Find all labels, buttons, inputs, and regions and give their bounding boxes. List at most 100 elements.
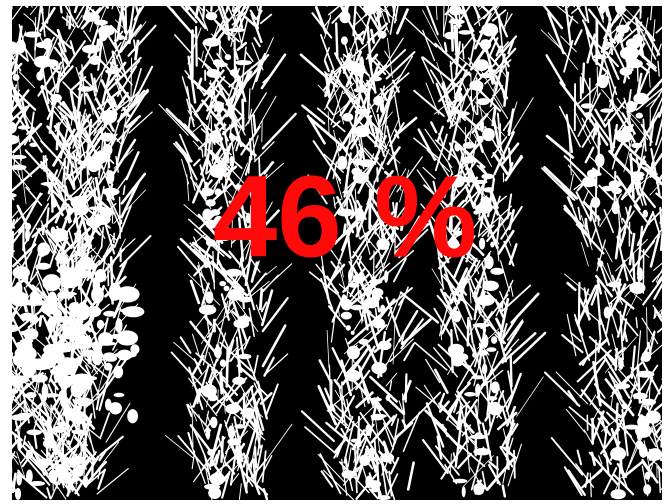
plant-stroke	[390, 202, 398, 243]
plant-stroke	[601, 185, 614, 192]
plant-stroke	[70, 477, 79, 482]
plant-stroke	[354, 108, 371, 115]
plant-stroke	[109, 402, 122, 415]
plant-stroke	[233, 296, 259, 333]
plant-stroke	[592, 408, 600, 421]
plant-stroke	[396, 156, 423, 193]
plant-stroke	[395, 233, 410, 249]
plant-stroke	[225, 77, 242, 118]
plant-stroke	[317, 454, 346, 484]
plant-stroke	[616, 97, 625, 109]
plant-stroke	[642, 17, 649, 46]
plant-stroke	[656, 323, 667, 334]
plant-stroke	[29, 481, 46, 486]
plant-stroke	[594, 0, 605, 23]
plant-stroke	[216, 82, 238, 124]
plant-stroke	[115, 260, 128, 284]
plant-stroke	[220, 293, 230, 321]
plant-stroke	[615, 0, 626, 15]
plant-stroke	[378, 340, 392, 351]
plant-stroke	[403, 15, 437, 48]
plant-stroke	[541, 167, 575, 201]
plant-stroke	[88, 206, 106, 211]
plant-stroke	[206, 255, 216, 283]
plant-stroke	[603, 0, 612, 22]
plant-stroke	[351, 218, 380, 259]
plant-stroke	[221, 470, 231, 499]
plant-stroke	[311, 12, 333, 39]
plant-stroke	[93, 124, 104, 135]
plant-stroke	[337, 305, 340, 317]
plant-stroke	[258, 288, 264, 311]
plant-stroke	[327, 305, 347, 328]
plant-stroke	[383, 215, 399, 231]
plant-stroke	[620, 232, 627, 248]
plant-stroke	[656, 465, 666, 475]
plant-stroke	[53, 125, 71, 150]
plant-stroke	[386, 125, 398, 171]
plant-stroke	[241, 46, 247, 86]
plant-stroke	[361, 431, 389, 474]
plant-stroke	[468, 38, 476, 67]
plant-stroke	[41, 350, 65, 363]
plant-stroke	[608, 180, 622, 188]
plant-stroke	[6, 388, 19, 395]
plant-stroke	[133, 0, 140, 16]
plant-stroke	[651, 122, 667, 164]
plant-stroke	[8, 31, 26, 76]
plant-stroke	[436, 435, 443, 460]
plant-stroke	[189, 441, 206, 484]
plant-stroke	[573, 29, 583, 46]
plant-stroke	[380, 461, 388, 495]
plant-stroke	[577, 281, 581, 325]
plant-stroke	[625, 38, 641, 50]
plant-stroke	[324, 73, 331, 99]
plant-stroke	[626, 100, 636, 113]
plant-stroke	[552, 2, 579, 24]
plant-stroke	[601, 54, 618, 96]
plant-stroke	[502, 116, 514, 132]
plant-stroke	[23, 442, 61, 473]
plant-stroke	[494, 298, 505, 319]
plant-stroke	[225, 268, 242, 277]
plant-stroke	[245, 240, 252, 260]
plant-stroke	[631, 142, 643, 149]
plant-stroke	[639, 0, 642, 20]
plant-stroke	[244, 409, 255, 420]
plant-stroke	[202, 276, 214, 295]
plant-stroke	[94, 19, 108, 26]
plant-stroke	[374, 128, 380, 148]
plant-stroke	[346, 345, 360, 360]
plant-stroke	[333, 443, 343, 459]
plant-stroke	[497, 229, 515, 256]
plant-stroke	[245, 212, 251, 224]
plant-stroke	[491, 9, 507, 22]
plant-stroke	[653, 261, 665, 271]
plant-stroke	[500, 260, 510, 292]
plant-stroke	[28, 111, 35, 143]
plant-stroke	[65, 359, 72, 370]
plant-stroke	[479, 118, 484, 133]
plant-stroke	[74, 357, 82, 363]
plant-stroke	[443, 1, 450, 35]
plant-stroke	[205, 239, 216, 247]
plant-stroke	[116, 118, 138, 142]
plant-stroke	[352, 251, 376, 282]
plant-stroke	[560, 35, 577, 53]
plant-stroke	[380, 452, 395, 463]
plant-stroke	[122, 306, 145, 318]
plant-stroke	[52, 425, 68, 433]
plant-stroke	[192, 241, 214, 260]
plant-stroke	[641, 460, 659, 484]
plant-stroke	[568, 406, 594, 428]
plant-stroke	[473, 448, 492, 456]
plant-stroke	[92, 220, 98, 230]
plant-stroke	[505, 372, 522, 412]
plant-stroke	[0, 61, 15, 82]
plant-stroke	[223, 165, 238, 178]
plant-stroke	[47, 0, 51, 24]
plant-stroke	[448, 19, 465, 25]
plant-stroke	[324, 14, 332, 39]
plant-stroke	[598, 5, 606, 14]
plant-stroke	[87, 355, 92, 365]
